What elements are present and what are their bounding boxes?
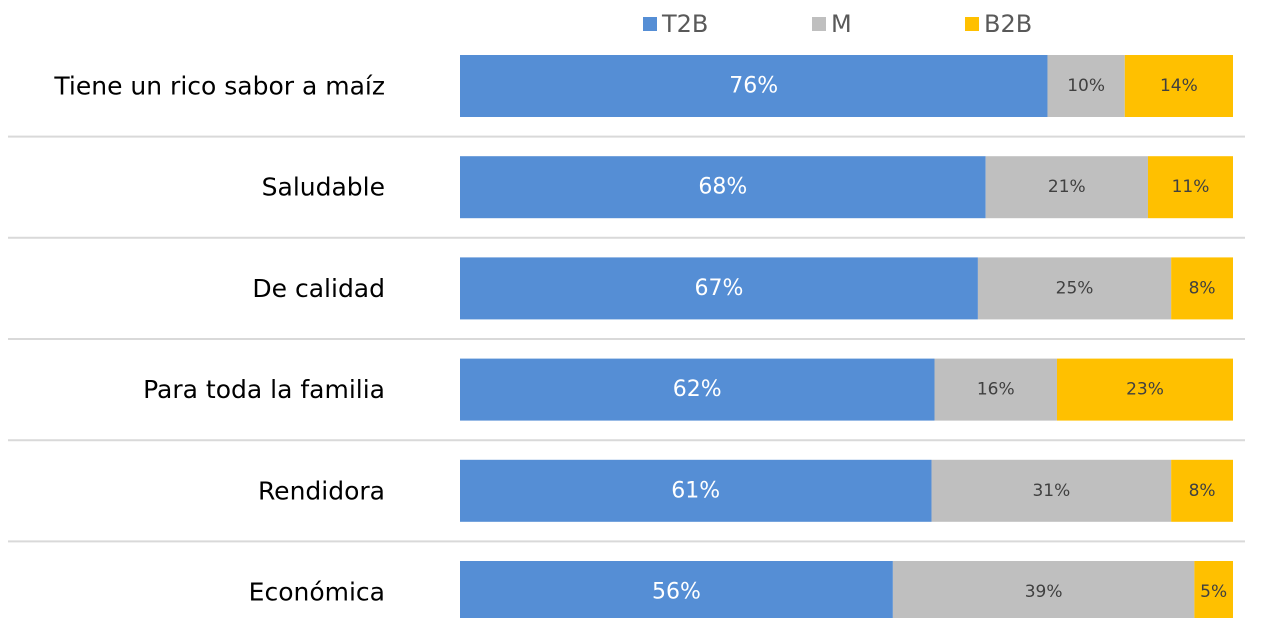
data-label: 39% <box>1025 582 1063 602</box>
bar-segment <box>1147 156 1233 219</box>
bar-segment <box>460 358 935 421</box>
legend-swatch <box>965 17 979 31</box>
bar-segment <box>460 55 1048 117</box>
data-label: 14% <box>1160 76 1198 96</box>
data-label: 61% <box>671 478 720 503</box>
bar-segment <box>460 561 893 618</box>
bar-segment <box>931 459 1172 522</box>
bar-segment <box>1047 55 1125 117</box>
data-label: 5% <box>1200 582 1227 602</box>
bar-segment <box>1171 257 1233 320</box>
bar-segment <box>1171 459 1233 522</box>
legend-label: T2B <box>661 10 708 38</box>
data-label: 68% <box>698 175 747 200</box>
bar-segment <box>977 257 1172 320</box>
data-label: 16% <box>977 380 1015 400</box>
bar-segment <box>892 561 1195 618</box>
legend-swatch <box>643 17 657 31</box>
category-label: Tiene un rico sabor a maíz <box>53 72 385 101</box>
data-label: 62% <box>673 377 722 402</box>
data-label: 23% <box>1126 380 1164 400</box>
bar-segment <box>1194 561 1233 618</box>
category-label: Económica <box>249 578 385 607</box>
category-label: De calidad <box>252 274 385 303</box>
data-label: 8% <box>1189 481 1216 501</box>
data-label: 8% <box>1189 278 1216 298</box>
data-label: 56% <box>652 580 701 605</box>
bar-segment <box>460 156 986 219</box>
bar-segment <box>1124 55 1233 117</box>
legend-label: B2B <box>984 10 1032 38</box>
data-label: 67% <box>695 276 744 301</box>
legend-label: M <box>831 10 852 38</box>
bar-segment <box>460 459 932 522</box>
data-label: 10% <box>1067 76 1105 96</box>
data-label: 21% <box>1048 177 1086 197</box>
bar-segment <box>934 358 1057 421</box>
bar-segment <box>460 257 978 320</box>
bar-segment <box>1056 358 1233 421</box>
category-label: Rendidora <box>258 476 385 505</box>
data-label: 11% <box>1172 177 1210 197</box>
data-label: 25% <box>1056 278 1094 298</box>
category-label: Para toda la familia <box>143 375 385 404</box>
legend-swatch <box>812 17 826 31</box>
data-label: 76% <box>729 74 778 99</box>
data-label: 31% <box>1032 481 1070 501</box>
category-label: Saludable <box>262 173 385 202</box>
bar-segment <box>985 156 1148 219</box>
